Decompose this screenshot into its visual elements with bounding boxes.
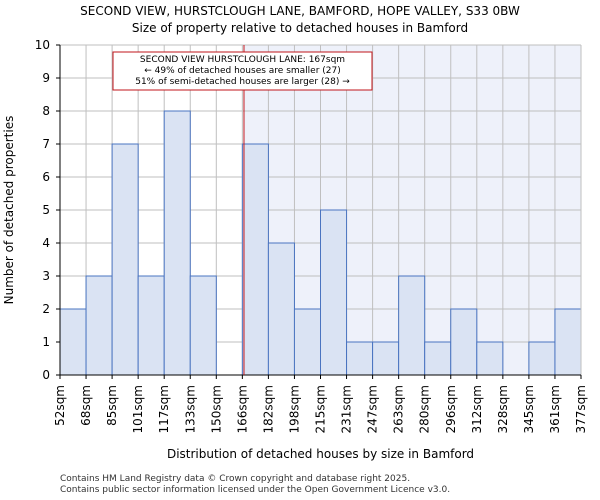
- x-tick-label: 52sqm: [53, 385, 67, 426]
- bar-101sqm: [137, 275, 165, 376]
- x-tick-label: 68sqm: [79, 385, 93, 426]
- x-tick-label: 117sqm: [157, 385, 171, 433]
- y-tick-label: 0: [42, 368, 50, 382]
- bar-280sqm: [424, 341, 452, 376]
- x-tick-label: 231sqm: [340, 385, 354, 433]
- chart-subtitle: Size of property relative to detached ho…: [132, 21, 468, 35]
- x-tick-label: 198sqm: [287, 385, 301, 433]
- x-tick-label: 215sqm: [314, 385, 328, 433]
- bar-198sqm: [293, 308, 322, 376]
- y-tick-label: 1: [42, 335, 50, 349]
- bar-247sqm: [372, 341, 400, 376]
- bar-52sqm: [59, 308, 87, 376]
- y-tick-label: 6: [42, 170, 50, 184]
- bar-263sqm: [398, 275, 426, 376]
- bar-231sqm: [346, 341, 374, 376]
- annotation-box: [112, 51, 373, 91]
- x-tick-label: 166sqm: [235, 385, 249, 433]
- bar-68sqm: [85, 275, 113, 376]
- bar-296sqm: [450, 308, 478, 376]
- x-tick-label: 182sqm: [261, 385, 275, 433]
- bar-345sqm: [528, 341, 556, 376]
- footer-line-1: Contains HM Land Registry data © Crown c…: [60, 474, 411, 484]
- x-tick-label: 101sqm: [131, 385, 145, 433]
- y-tick-label: 5: [42, 203, 50, 217]
- bar-85sqm: [111, 143, 139, 376]
- x-tick-label: 328sqm: [496, 385, 510, 433]
- x-tick-label: 345sqm: [522, 385, 536, 433]
- x-tick-label: 85sqm: [105, 385, 119, 426]
- bar-166sqm: [241, 143, 269, 376]
- x-axis-label: Distribution of detached houses by size …: [167, 447, 474, 461]
- bar-182sqm: [267, 242, 295, 376]
- y-axis-label: Number of detached properties: [2, 116, 16, 305]
- x-tick-label: 133sqm: [183, 385, 197, 433]
- bar-117sqm: [163, 110, 191, 376]
- histogram-chart: SECOND VIEW, HURSTCLOUGH LANE, BAMFORD, …: [2, 4, 588, 461]
- annotation-line-3: 51% of semi-detached houses are larger (…: [135, 77, 350, 87]
- y-tick-label: 7: [42, 137, 50, 151]
- x-tick-label: 296sqm: [444, 385, 458, 433]
- x-tick-label: 377sqm: [574, 385, 588, 433]
- annotation-line-1: SECOND VIEW HURSTCLOUGH LANE: 167sqm: [140, 55, 345, 65]
- x-tick-label: 312sqm: [470, 385, 484, 433]
- bar-361sqm: [554, 308, 582, 376]
- annotation-line-2: ← 49% of detached houses are smaller (27…: [144, 66, 341, 76]
- y-tick-label: 3: [42, 269, 50, 283]
- y-tick-label: 8: [42, 104, 50, 118]
- x-tick-label: 361sqm: [548, 385, 562, 433]
- y-tick-label: 10: [35, 38, 50, 52]
- y-tick-label: 4: [42, 236, 50, 250]
- x-tick-label: 280sqm: [418, 385, 432, 433]
- bar-312sqm: [476, 341, 504, 376]
- footer-line-2: Contains public sector information licen…: [60, 485, 451, 495]
- x-tick-label: 150sqm: [209, 385, 223, 433]
- x-tick-label: 247sqm: [366, 385, 380, 433]
- y-tick-label: 2: [42, 302, 50, 316]
- x-tick-label: 263sqm: [392, 385, 406, 433]
- bar-133sqm: [189, 275, 217, 376]
- y-tick-label: 9: [42, 71, 50, 85]
- bar-215sqm: [320, 209, 348, 376]
- chart-title: SECOND VIEW, HURSTCLOUGH LANE, BAMFORD, …: [80, 4, 520, 18]
